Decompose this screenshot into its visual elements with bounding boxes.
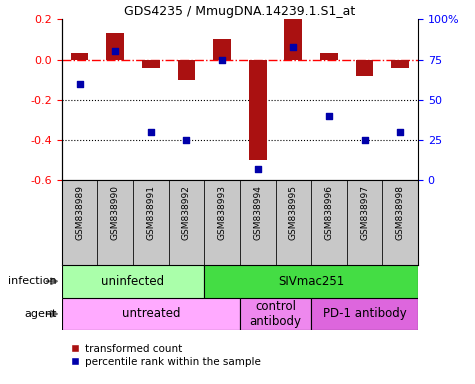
Text: GSM838997: GSM838997 <box>360 185 369 240</box>
Title: GDS4235 / MmugDNA.14239.1.S1_at: GDS4235 / MmugDNA.14239.1.S1_at <box>124 5 355 18</box>
Point <box>361 137 369 143</box>
Point <box>76 81 84 87</box>
Bar <box>169 180 204 265</box>
Bar <box>62 298 240 330</box>
Legend: transformed count, percentile rank within the sample: transformed count, percentile rank withi… <box>67 340 265 371</box>
Text: control
antibody: control antibody <box>249 300 302 328</box>
Text: GSM838990: GSM838990 <box>111 185 120 240</box>
Text: GSM838989: GSM838989 <box>75 185 84 240</box>
Point <box>218 56 226 63</box>
Text: uninfected: uninfected <box>102 275 164 288</box>
Text: GSM838996: GSM838996 <box>324 185 333 240</box>
Bar <box>311 180 347 265</box>
Bar <box>391 60 409 68</box>
Bar <box>382 180 418 265</box>
Bar <box>213 40 231 60</box>
Point <box>147 129 155 135</box>
Bar <box>133 180 169 265</box>
Point <box>254 166 261 172</box>
Bar <box>320 53 338 60</box>
Bar <box>142 60 160 68</box>
Bar <box>204 265 418 298</box>
Bar <box>249 60 266 161</box>
Bar <box>71 53 88 60</box>
Text: agent: agent <box>25 309 57 319</box>
Bar <box>311 298 418 330</box>
Text: SIVmac251: SIVmac251 <box>278 275 344 288</box>
Point <box>111 48 119 55</box>
Text: GSM838991: GSM838991 <box>146 185 155 240</box>
Bar <box>62 265 204 298</box>
Text: untreated: untreated <box>122 308 180 320</box>
Text: GSM838994: GSM838994 <box>253 185 262 240</box>
Text: GSM838995: GSM838995 <box>289 185 298 240</box>
Text: GSM838998: GSM838998 <box>396 185 405 240</box>
Bar <box>285 19 302 60</box>
Bar <box>62 180 97 265</box>
Bar <box>347 180 382 265</box>
Point <box>182 137 190 143</box>
Bar <box>356 60 373 76</box>
Bar <box>276 180 311 265</box>
Text: PD-1 antibody: PD-1 antibody <box>323 308 407 320</box>
Text: infection: infection <box>9 276 57 286</box>
Text: GSM838993: GSM838993 <box>218 185 227 240</box>
Point <box>289 43 297 50</box>
Text: GSM838992: GSM838992 <box>182 185 191 240</box>
Bar <box>240 298 311 330</box>
Point <box>396 129 404 135</box>
Bar <box>204 180 240 265</box>
Bar <box>240 180 276 265</box>
Bar <box>178 60 195 80</box>
Bar <box>97 180 133 265</box>
Bar <box>106 33 124 60</box>
Point <box>325 113 332 119</box>
